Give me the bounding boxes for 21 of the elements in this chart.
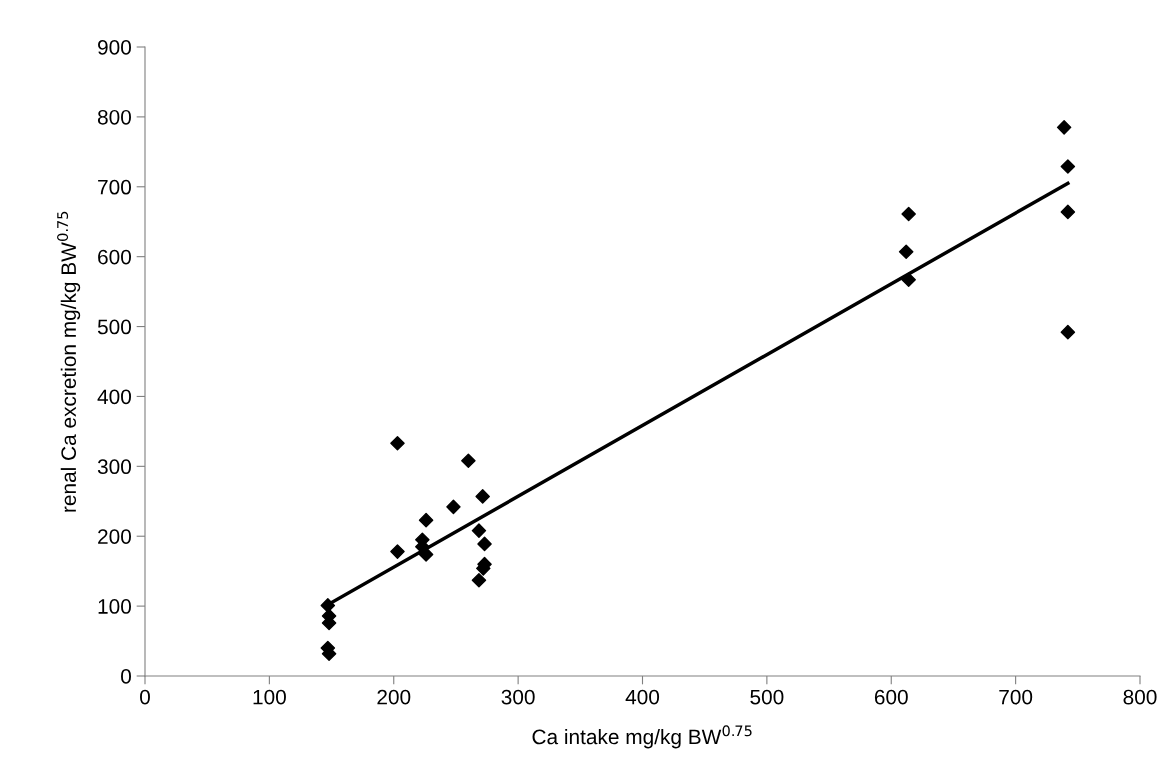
x-tick-label: 300 [501,689,535,705]
y-tick-label: 800 [97,109,131,125]
y-tick-label: 200 [98,529,131,544]
x-axis-title: Ca intake mg/kg BW$^{0.75}$ [532,725,752,749]
x-tick-label: 0 [140,689,150,705]
y-tick-label: 0 [121,669,131,684]
y-tick-label: 900 [98,40,131,55]
x-tick-label: 200 [377,689,411,705]
x-tick-label: 500 [750,689,784,705]
y-tick-label: 600 [98,249,131,265]
x-tick-label: 800 [1123,689,1157,705]
x-tick-label: 700 [999,689,1033,705]
y-tick-label: 300 [97,459,131,475]
x-tick-label: 600 [874,689,908,705]
x-tick-label: 100 [253,689,286,705]
y-tick-label: 100 [98,599,131,614]
y-tick-label: 400 [97,389,131,405]
y-axis-title: renal Ca excretion mg/kg BW$^{0.75}$ [57,211,81,512]
x-tick-label: 400 [625,689,660,705]
y-tick-label: 500 [97,319,131,335]
y-tick-label: 700 [98,179,131,195]
